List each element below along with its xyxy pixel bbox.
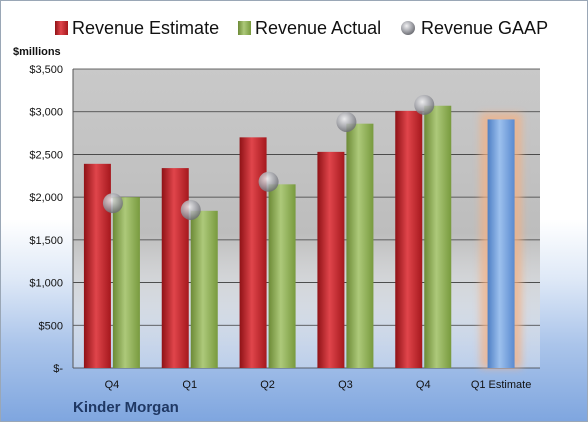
bar-revenue-actual xyxy=(346,123,374,368)
x-tick-label: Q1 xyxy=(182,379,197,391)
y-axis-unit-label: $millions xyxy=(13,46,61,58)
gridlines xyxy=(72,68,540,369)
x-tick-label: Q1 Estimate xyxy=(471,379,532,391)
legend-label-actual: Revenue Actual xyxy=(255,18,381,38)
legend-label-estimate: Revenue Estimate xyxy=(72,18,219,38)
bar-revenue-actual xyxy=(424,105,452,368)
y-tick-label: $500 xyxy=(39,320,63,332)
bar-revenue-actual xyxy=(190,210,218,368)
legend: Revenue Estimate Revenue Actual Revenue … xyxy=(55,18,548,38)
x-tick-label: Q4 xyxy=(105,379,120,391)
y-tick-label: $- xyxy=(53,363,63,375)
marker-revenue-gaap xyxy=(336,111,357,132)
y-tick-label: $3,500 xyxy=(29,64,63,76)
marker-revenue-gaap xyxy=(414,94,435,115)
y-tick-label: $2,000 xyxy=(29,192,63,204)
marker-revenue-gaap xyxy=(102,193,123,214)
y-axis-ticks: $- $500 $1,000 $1,500 $2,000 $2,500 $3,000 $3,5… xyxy=(29,64,63,375)
y-tick-label: $1,000 xyxy=(29,278,63,290)
bar-revenue-actual xyxy=(268,184,296,368)
plot-area xyxy=(73,69,540,368)
x-tick-label: Q3 xyxy=(338,379,353,391)
bar-revenue-estimate xyxy=(161,168,189,368)
bar-q1-estimate xyxy=(487,119,515,368)
legend-swatch-actual xyxy=(238,21,251,35)
gaap-markers xyxy=(102,94,435,220)
marker-revenue-gaap xyxy=(258,171,279,192)
y-tick-label: $2,500 xyxy=(29,149,63,161)
marker-revenue-gaap xyxy=(180,199,201,220)
bar-revenue-estimate xyxy=(395,110,423,369)
x-axis-ticks: Q4 Q1 Q2 Q3 Q4 Q1 Estimate xyxy=(105,379,532,391)
x-tick-label: Q2 xyxy=(260,379,275,391)
y-tick-label: $3,000 xyxy=(29,107,63,119)
legend-marker-gaap xyxy=(401,21,415,35)
x-tick-label: Q4 xyxy=(416,379,431,391)
y-tick-label: $1,500 xyxy=(29,235,63,247)
company-name: Kinder Morgan xyxy=(73,399,179,416)
bar-revenue-estimate xyxy=(83,163,111,368)
bar-revenue-estimate xyxy=(239,137,267,368)
bar-revenue-actual xyxy=(112,197,140,368)
legend-swatch-estimate xyxy=(55,21,68,35)
legend-label-gaap: Revenue GAAP xyxy=(421,18,548,38)
bar-revenue-estimate xyxy=(317,151,345,368)
